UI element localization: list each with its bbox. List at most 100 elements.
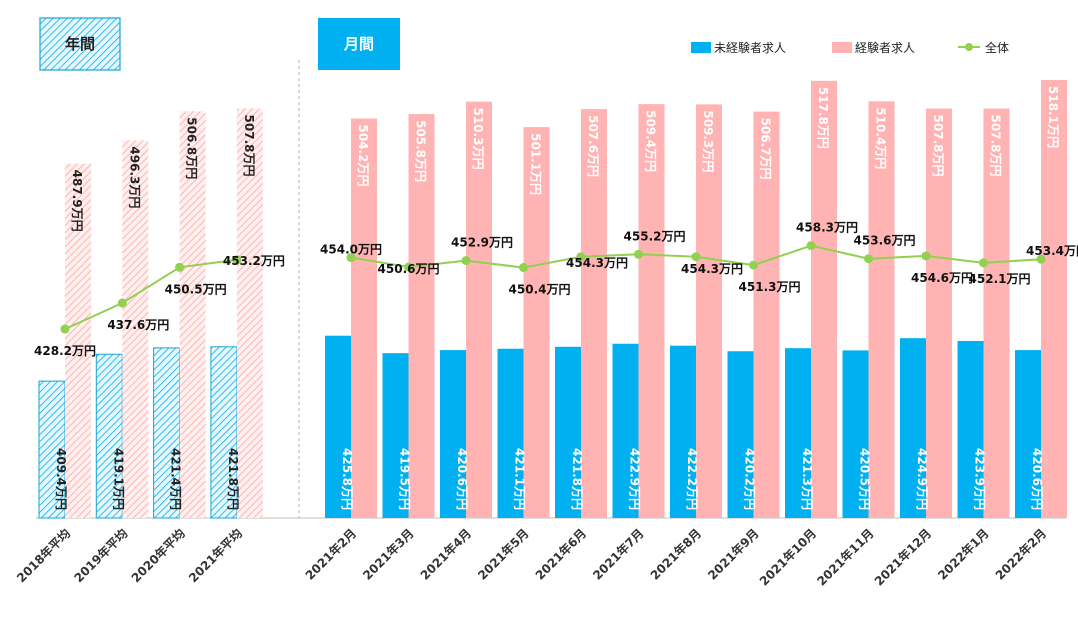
legend-swatch-inexperienced — [691, 42, 711, 53]
bar-experienced — [638, 104, 665, 518]
label-experienced: 510.4万円 — [874, 107, 888, 169]
category-label: 2021年9月 — [705, 526, 762, 583]
label-inexperienced: 423.9万円 — [973, 448, 987, 510]
legend-swatch-experienced — [832, 42, 852, 53]
label-inexperienced: 421.3万円 — [800, 448, 814, 510]
monthly-tag: 月間 — [318, 18, 400, 70]
label-inexperienced: 419.5万円 — [398, 448, 412, 510]
overall-point — [979, 258, 988, 268]
category-label: 2021年8月 — [647, 526, 704, 583]
label-inexperienced: 421.8万円 — [570, 448, 584, 510]
overall-point — [175, 262, 185, 272]
label-experienced: 501.1万円 — [529, 133, 543, 195]
label-inexperienced: 409.4万円 — [54, 448, 68, 510]
label-inexperienced: 420.6万円 — [455, 448, 469, 510]
overall-point — [117, 298, 127, 308]
overall-point — [749, 260, 758, 270]
label-inexperienced: 420.6万円 — [1030, 448, 1044, 510]
bar-inexperienced — [38, 380, 66, 519]
label-overall: 453.6万円 — [854, 234, 916, 248]
label-overall: 454.3万円 — [566, 256, 628, 270]
label-overall: 454.6万円 — [911, 271, 973, 285]
label-experienced: 487.9万円 — [70, 170, 84, 232]
label-overall: 450.5万円 — [165, 282, 227, 296]
label-inexperienced: 421.1万円 — [513, 448, 527, 510]
bar-inexperienced — [785, 348, 811, 518]
label-overall: 454.0万円 — [320, 243, 382, 257]
label-overall: 453.4万円 — [1026, 244, 1078, 258]
overall-point — [519, 263, 528, 273]
overall-point — [232, 255, 242, 265]
bar-inexperienced — [95, 353, 123, 519]
category-label: 2022年2月 — [992, 526, 1049, 583]
label-experienced: 507.6万円 — [586, 115, 600, 177]
label-experienced: 510.3万円 — [471, 108, 485, 170]
bar-inexperienced — [670, 345, 696, 518]
label-overall: 452.1万円 — [969, 272, 1031, 286]
label-overall: 452.9万円 — [451, 236, 513, 250]
bar-experienced — [1041, 80, 1067, 518]
legend-label-inexperienced: 未経験者求人 — [714, 40, 786, 55]
label-inexperienced: 422.2万円 — [685, 448, 699, 510]
label-inexperienced: 422.9万円 — [628, 448, 642, 510]
bar-experienced — [466, 101, 492, 519]
label-experienced: 507.8万円 — [242, 115, 256, 177]
legend-label-experienced: 経験者求人 — [855, 40, 915, 55]
label-experienced: 517.8万円 — [816, 87, 830, 149]
label-experienced: 507.8万円 — [989, 115, 1003, 177]
labels-layer: 409.4万円 487.9万円 419.1万円 496.3万円 421.4万円 506.8… — [34, 86, 1078, 510]
label-overall: 428.2万円 — [34, 344, 96, 358]
category-label: 2018年平均 — [13, 526, 73, 586]
category-label: 2019年平均 — [71, 526, 131, 586]
category-label: 2021年10月 — [756, 526, 819, 589]
label-inexperienced: 421.8万円 — [226, 448, 240, 510]
bar-experienced — [351, 118, 377, 518]
overall-point — [806, 241, 816, 251]
label-overall: 453.2万円 — [223, 254, 285, 268]
label-experienced: 504.2万円 — [356, 125, 370, 187]
category-label: 2020年平均 — [128, 526, 188, 586]
bar-inexperienced — [612, 343, 639, 518]
label-overall: 450.6万円 — [378, 262, 440, 276]
bars-layer — [38, 80, 1067, 519]
bar-experienced — [122, 140, 149, 518]
bar-inexperienced — [555, 346, 581, 518]
overall-point — [346, 253, 356, 263]
label-overall: 437.6万円 — [107, 318, 169, 332]
annual-tag: 年間 — [39, 17, 121, 71]
bar-experienced — [179, 111, 206, 518]
monthly-tag-label: 月間 — [343, 35, 374, 53]
overall-line-layer — [60, 241, 1046, 334]
bar-inexperienced — [497, 348, 524, 518]
label-inexperienced: 420.2万円 — [743, 448, 757, 510]
bar-inexperienced — [900, 338, 926, 518]
overall-point — [60, 324, 70, 334]
overall-point — [404, 262, 413, 272]
category-label: 2021年12月 — [871, 526, 934, 589]
bar-inexperienced — [842, 350, 869, 518]
label-experienced: 507.8万円 — [931, 115, 945, 177]
legend-marker-overall — [965, 43, 973, 51]
category-label: 2022年1月 — [935, 526, 992, 583]
label-inexperienced: 424.9万円 — [915, 448, 929, 510]
label-overall: 458.3万円 — [796, 221, 858, 235]
bar-experienced — [811, 80, 837, 518]
label-overall: 454.3万円 — [681, 262, 743, 276]
bar-experienced — [408, 114, 435, 519]
category-label: 2021年3月 — [360, 526, 417, 583]
bar-experienced — [926, 108, 952, 519]
label-inexperienced: 425.8万円 — [340, 448, 354, 510]
category-label: 2021年2月 — [302, 526, 359, 583]
bar-inexperienced — [440, 350, 466, 518]
bar-inexperienced — [727, 351, 754, 518]
overall-line — [64, 258, 238, 330]
label-experienced: 505.8万円 — [414, 120, 428, 182]
category-label: 2021年7月 — [590, 526, 647, 583]
label-experienced: 509.4万円 — [644, 110, 658, 172]
bar-inexperienced — [153, 347, 181, 519]
label-experienced: 509.3万円 — [701, 110, 715, 172]
bar-inexperienced — [210, 346, 238, 519]
bar-experienced — [696, 104, 722, 518]
